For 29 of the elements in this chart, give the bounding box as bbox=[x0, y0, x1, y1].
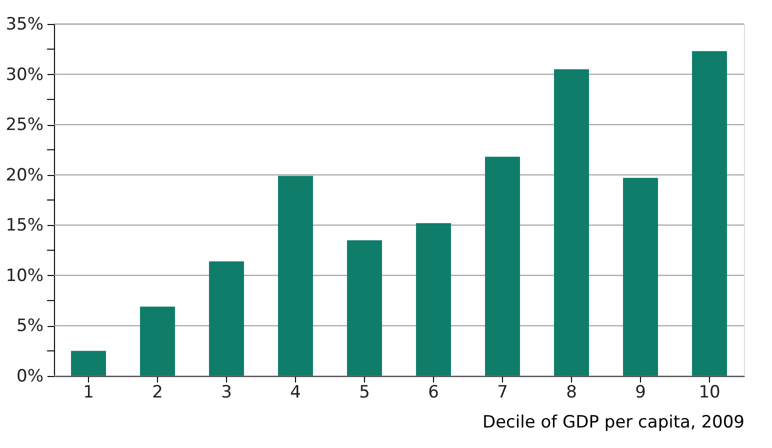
y-tick-label: 20% bbox=[6, 165, 44, 186]
x-tick-label: 6 bbox=[428, 382, 439, 402]
x-tick-label: 7 bbox=[497, 382, 508, 402]
bar bbox=[554, 69, 589, 376]
x-tick-label: 10 bbox=[698, 382, 720, 402]
bar bbox=[623, 178, 658, 376]
bar bbox=[692, 51, 727, 376]
y-tick-label: 25% bbox=[6, 115, 44, 136]
y-tick-label: 10% bbox=[6, 266, 44, 286]
bar bbox=[485, 156, 520, 376]
x-axis-title: Decile of GDP per capita, 2009 bbox=[482, 412, 744, 432]
x-tick-label: 9 bbox=[635, 382, 646, 402]
y-tick-label: 0% bbox=[16, 366, 44, 386]
bar bbox=[347, 240, 382, 376]
bar bbox=[71, 350, 106, 376]
y-tick-label: 35% bbox=[6, 14, 44, 34]
y-tick-label: 30% bbox=[6, 64, 44, 85]
bar bbox=[140, 306, 175, 376]
bar bbox=[278, 176, 313, 376]
y-tick-label: 5% bbox=[16, 316, 44, 336]
bar bbox=[416, 223, 451, 376]
x-tick-label: 8 bbox=[566, 382, 577, 402]
x-tick-label: 1 bbox=[83, 382, 94, 402]
x-tick-label: 3 bbox=[221, 382, 232, 402]
x-tick-label: 4 bbox=[290, 382, 301, 402]
bar bbox=[209, 261, 244, 376]
x-tick-label: 5 bbox=[359, 382, 370, 402]
x-tick-label: 2 bbox=[152, 382, 163, 402]
y-tick-label: 15% bbox=[6, 216, 44, 236]
